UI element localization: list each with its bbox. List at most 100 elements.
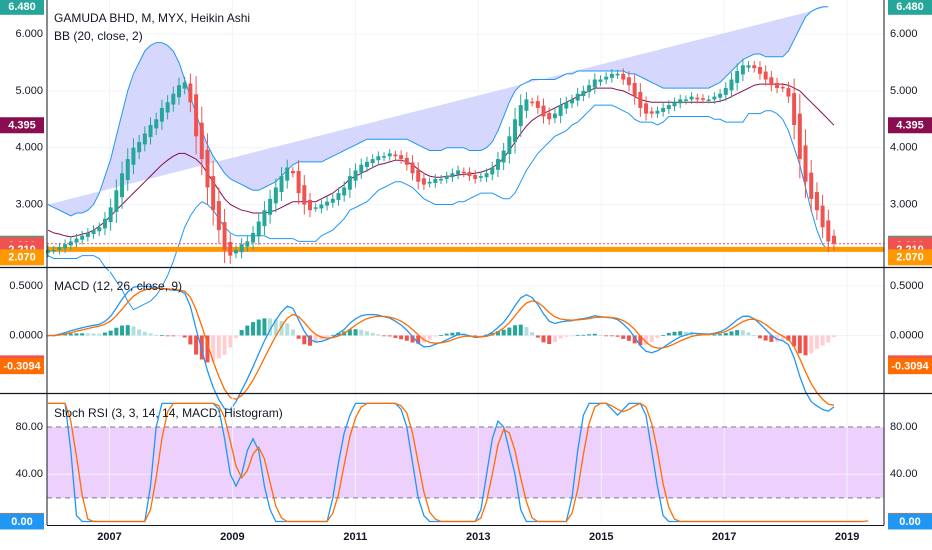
candle-body — [421, 178, 426, 185]
macd-bar — [353, 329, 358, 336]
candle-body — [524, 99, 529, 111]
macd-bar — [638, 335, 643, 346]
macd-bar — [644, 335, 649, 345]
candle-body — [735, 71, 740, 83]
candle-body — [410, 162, 415, 174]
macd-bar — [832, 335, 836, 338]
macd-bar — [68, 333, 73, 336]
macd-bar — [649, 335, 654, 342]
macd-bar — [262, 318, 267, 336]
candle-body — [701, 98, 705, 100]
stoch-grid — [47, 394, 884, 525]
macd-bar — [587, 334, 592, 336]
macd-bar — [678, 331, 683, 336]
stoch-badge-bg — [0, 513, 44, 530]
candle-body — [308, 199, 312, 211]
macd-bar — [370, 332, 375, 336]
macd-bar — [125, 325, 130, 336]
candles — [46, 58, 836, 264]
macd-bar — [763, 335, 768, 341]
macd-bar — [746, 332, 751, 336]
candle-body — [188, 83, 193, 103]
candle-body — [478, 176, 483, 178]
candle-body — [387, 153, 392, 157]
macd-bar — [444, 333, 449, 336]
candle-body — [456, 170, 461, 175]
macd-bar — [592, 333, 597, 336]
macd-bar — [718, 334, 723, 336]
price-badge-bg — [888, 117, 932, 134]
candle-body — [268, 198, 273, 215]
macd-line — [48, 285, 835, 412]
macd-bar — [216, 335, 221, 359]
macd-bar — [547, 335, 552, 345]
candle-body — [564, 102, 569, 109]
macd-bar — [205, 335, 210, 363]
macd-bar — [433, 335, 438, 337]
candle-body — [712, 96, 717, 100]
macd-bar — [142, 331, 147, 336]
macd-bar — [723, 332, 728, 336]
macd-axis-tick: 0.5000 — [890, 280, 924, 292]
macd-bar — [382, 335, 387, 337]
macd-bar — [239, 330, 244, 336]
price-badge-bg — [0, 249, 44, 266]
macd-bar — [211, 335, 216, 362]
candle-body — [718, 93, 723, 98]
candle-body — [706, 99, 711, 101]
stoch-band-fill — [47, 427, 884, 498]
macd-bar — [541, 335, 546, 343]
time-axis-tick: 2017 — [712, 531, 736, 543]
candle-body — [205, 149, 210, 188]
candle-body — [695, 97, 700, 100]
candle-body — [68, 241, 73, 246]
candle-body — [467, 172, 472, 177]
stoch-axis-tick: 80.00 — [15, 421, 43, 433]
candle-body — [655, 110, 660, 114]
chart-title: GAMUDA BHD, M, MYX, Heikin Ashi — [54, 11, 250, 25]
macd-bar — [330, 334, 335, 336]
macd-bar — [661, 335, 666, 336]
macd-bar — [159, 335, 164, 337]
candle-body — [427, 181, 432, 184]
macd-bar — [712, 334, 717, 336]
candle-body — [137, 142, 142, 153]
candle-body — [63, 244, 68, 249]
candle-body — [626, 77, 631, 86]
macd-bar — [473, 335, 478, 337]
candle-body — [678, 99, 683, 104]
macd-bar — [530, 332, 535, 336]
macd-bar — [809, 335, 814, 354]
price-badge: 6.480 — [8, 1, 36, 13]
macd-badge: -0.3094 — [891, 361, 929, 373]
macd-bar — [626, 335, 631, 341]
candle-body — [273, 187, 278, 204]
macd-pane: MACD (12, 26, close, 9) — [46, 268, 884, 412]
candle-body — [376, 156, 381, 161]
candle-body — [216, 201, 221, 231]
macd-bar — [729, 331, 734, 336]
macd-bar — [598, 334, 603, 336]
macd-bar — [131, 326, 136, 336]
candle-body — [171, 93, 176, 105]
macd-bar — [102, 332, 107, 336]
macd-bar — [194, 335, 199, 355]
candle-body — [353, 170, 358, 181]
macd-bar — [558, 335, 563, 339]
macd-bar — [780, 335, 785, 341]
candle-body — [46, 249, 50, 253]
macd-bar — [404, 335, 409, 341]
candle-body — [393, 154, 398, 157]
macd-bar — [706, 335, 711, 336]
candle-body — [587, 85, 592, 93]
macd-bar — [820, 335, 825, 346]
stoch-d-line — [48, 402, 869, 523]
candle-body — [102, 218, 107, 229]
candle-body — [91, 230, 96, 235]
candle-body — [450, 173, 455, 178]
candle-body — [495, 159, 500, 170]
candle-body — [370, 159, 375, 164]
macd-bar — [410, 335, 415, 343]
price-badge-bg — [888, 249, 932, 266]
